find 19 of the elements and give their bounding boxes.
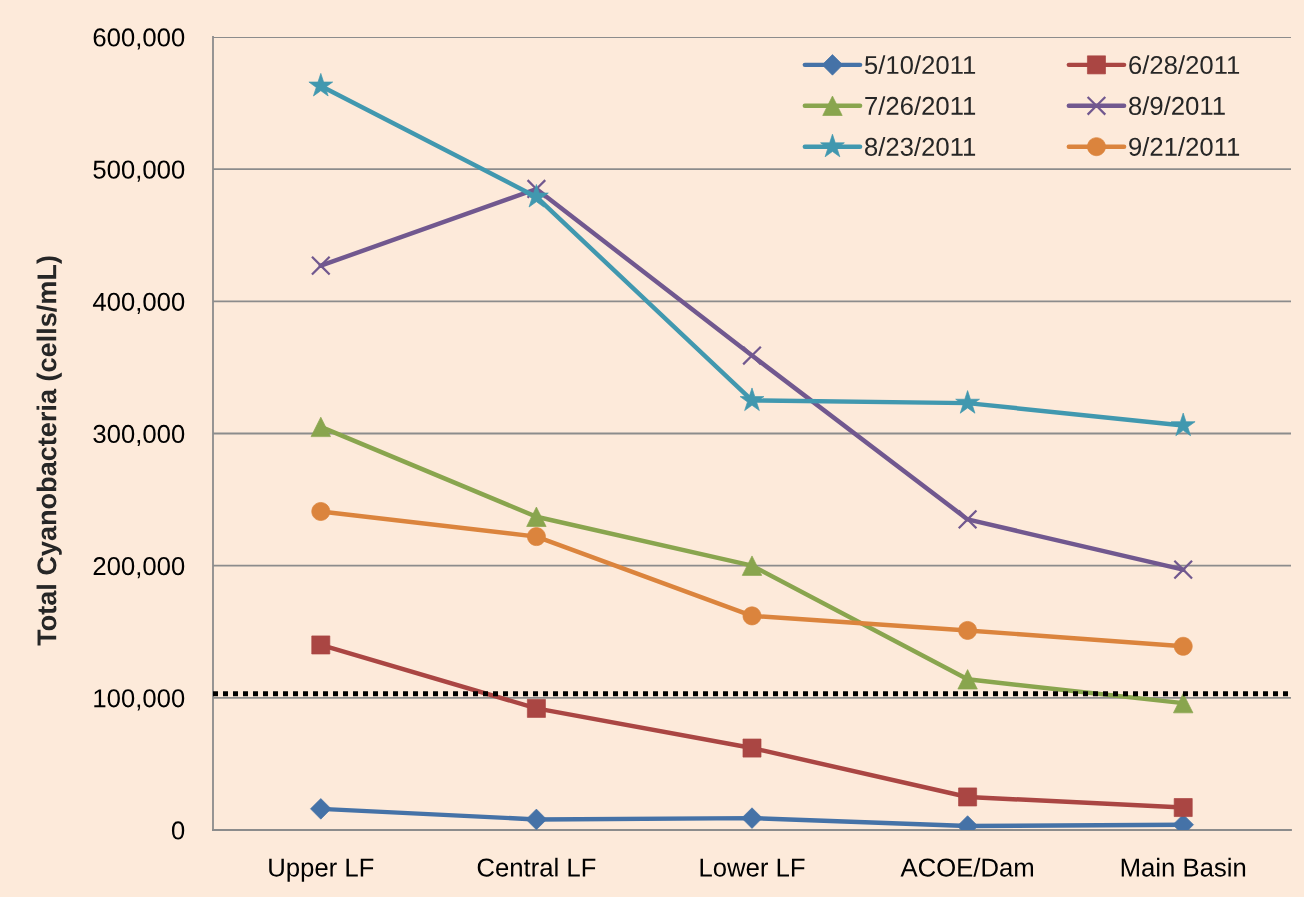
legend-label: 8/23/2011 [865,137,976,156]
y-tick-label: 600,000 [93,28,185,50]
y-tick-label: 100,000 [94,689,185,711]
y-tick-label: 400,000 [92,292,185,314]
x-tick-label: Lower LF [700,858,805,877]
y-tick-label: 200,000 [93,557,185,579]
legend-label: 8/9/2011 [1129,96,1225,116]
legend-label: 6/28/2011 [1129,55,1240,75]
x-tick-label: Main Basin [1121,857,1246,877]
y-tick-label: 0 [171,821,185,840]
legend-label: 5/10/2011 [864,55,976,75]
x-tick-label: ACOE/Dam [900,857,1034,877]
x-tick-label: Upper LF [269,858,374,882]
x-tick-label: Central LF [477,857,596,877]
y-tick-label: 300,000 [93,424,185,447]
legend-label: 7/26/2011 [865,96,976,116]
y-axis-title: Total Cyanobacteria (cells/mL) [36,256,62,646]
y-tick-label: 500,000 [93,160,185,182]
legend-label: 9/21/2011 [1129,137,1240,156]
